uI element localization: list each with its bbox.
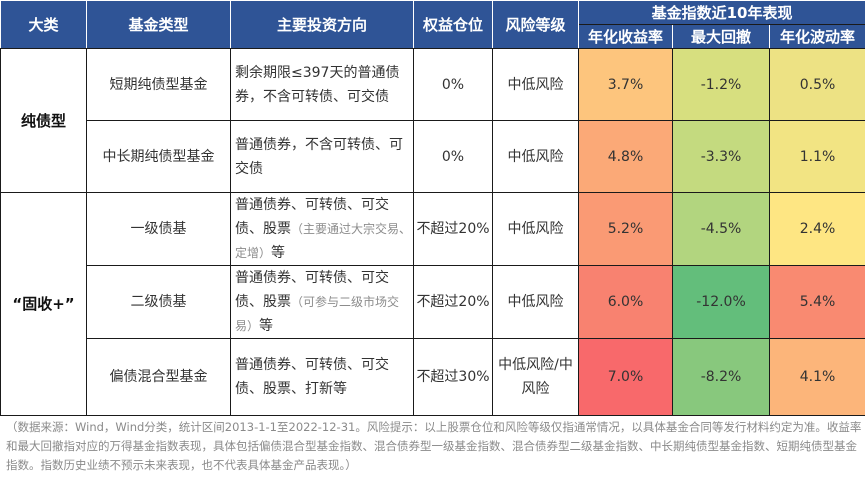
fund-type-cell: 一级债基 [86, 192, 231, 266]
equity-cell: 0% [413, 48, 493, 121]
header-equity: 权益仓位 [413, 0, 493, 49]
direction-cell: 普通债券、可转债、可交债、股票、打新等 [230, 338, 414, 416]
header-category: 大类 [0, 0, 87, 49]
annual-return-cell: 7.0% [578, 338, 673, 416]
header-direction: 主要投资方向 [230, 0, 414, 49]
table-row: 中长期纯债型基金 普通债券，不含可转债、可交债 0% 中低风险 4.8% -3.3% 1.1… [1, 120, 865, 193]
annual-return-cell: 3.7% [578, 48, 673, 121]
direction-cell: 普通债券、可转债、可交债、股票（主要通过大宗交易、定增）等 [230, 192, 414, 266]
annual-vol-cell: 2.4% [768, 192, 865, 266]
direction-text: 剩余期限≤397天的普通债券，不含可转债、可交债 [235, 64, 400, 105]
direction-text: 普通债券，不含可转债、可交债 [235, 136, 403, 177]
header-annual-vol: 年化波动率 [768, 24, 865, 49]
equity-cell: 不超过30% [413, 338, 493, 416]
fund-type-cell: 二级债基 [86, 265, 231, 339]
direction-cell: 普通债券，不含可转债、可交债 [230, 120, 414, 193]
max-drawdown-cell: -4.5% [672, 192, 770, 266]
annual-return-cell: 6.0% [578, 265, 673, 339]
equity-cell: 不超过20% [413, 192, 493, 266]
risk-cell: 中低风险 [492, 120, 579, 193]
direction-text: 普通债券、可转债、可交债、股票、打新等 [235, 357, 389, 397]
header-perf-group: 基金指数近10年表现 [577, 0, 865, 25]
max-drawdown-cell: -1.2% [672, 48, 770, 121]
fund-type-cell: 偏债混合型基金 [86, 338, 231, 416]
direction-tail: 等 [271, 245, 286, 261]
table-row: 纯债型 短期纯债型基金 剩余期限≤397天的普通债券，不含可转债、可交债 0% 中低风险… [0, 48, 865, 193]
category-cell: 纯债型 [0, 48, 87, 193]
table-row: “固收+” 一级债基 普通债券、可转债、可交债、股票（主要通过大宗交易、定增）等 不超… [0, 192, 865, 416]
direction-text: 普通债券、可转债、可交债、股票 [235, 197, 389, 237]
risk-cell: 中低风险 [492, 192, 579, 266]
annual-vol-cell: 4.1% [768, 338, 865, 416]
direction-cell: 普通债券、可转债、可交债、股票（可参与二级市场交易）等 [230, 265, 414, 339]
direction-cell: 剩余期限≤397天的普通债券，不含可转债、可交债 [230, 48, 414, 121]
direction-tail: 等 [259, 318, 274, 334]
annual-vol-cell: 1.1% [768, 120, 865, 193]
fund-comparison-table: 大类 基金类型 主要投资方向 权益仓位 风险等级 基金指数近10年表现 年化收益… [0, 0, 865, 416]
header-risk: 风险等级 [492, 0, 579, 49]
max-drawdown-cell: -8.2% [672, 338, 770, 416]
table-row: 二级债基 普通债券、可转债、可交债、股票（可参与二级市场交易）等 不超过20% 中低风… [1, 265, 865, 339]
annual-return-cell: 5.2% [578, 192, 673, 266]
annual-vol-cell: 5.4% [768, 265, 865, 339]
max-drawdown-cell: -3.3% [672, 120, 770, 193]
annual-vol-cell: 0.5% [768, 48, 865, 121]
risk-cell: 中低风险 [492, 265, 579, 339]
direction-text: 普通债券、可转债、可交债、股票 [235, 270, 389, 310]
direction-note: （可参与二级市场交易） [235, 295, 400, 333]
footnote: （数据来源：Wind，Wind分类，统计区间2013-1-1至2022-12-3… [6, 420, 862, 472]
header-annual-return: 年化收益率 [578, 24, 673, 49]
annual-return-cell: 4.8% [578, 120, 673, 193]
equity-cell: 0% [413, 120, 493, 193]
risk-cell: 中低风险/中风险 [492, 338, 579, 416]
header-max-drawdown: 最大回撤 [672, 24, 770, 49]
category-cell: “固收+” [0, 192, 87, 416]
header-fund-type: 基金类型 [86, 0, 231, 49]
equity-cell: 不超过20% [413, 265, 493, 339]
fund-type-cell: 中长期纯债型基金 [86, 120, 231, 193]
direction-note: （主要通过大宗交易、定增） [235, 222, 412, 260]
fund-type-cell: 短期纯债型基金 [86, 48, 231, 121]
max-drawdown-cell: -12.0% [672, 265, 770, 339]
table-row: 偏债混合型基金 普通债券、可转债、可交债、股票、打新等 不超过30% 中低风险/中风险… [1, 338, 865, 416]
risk-cell: 中低风险 [492, 48, 579, 121]
